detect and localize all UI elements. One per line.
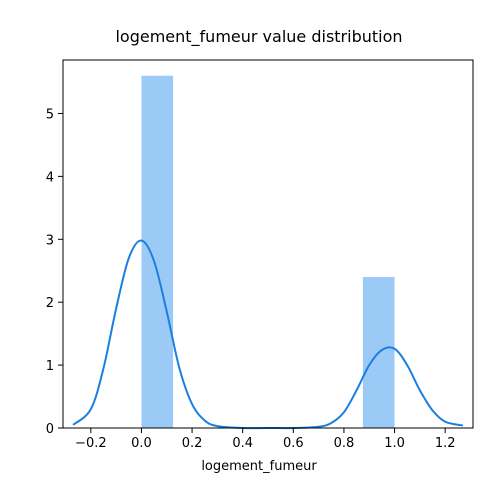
kde-curve: [72, 239, 464, 430]
histogram-bars: [141, 75, 395, 428]
x-tick-label: 0.2: [182, 436, 203, 451]
x-tick-label: 0.6: [283, 436, 304, 451]
x-axis-label: logement_fumeur: [201, 459, 317, 474]
y-tick-label: 4: [46, 170, 54, 185]
x-tick-label: 0.8: [334, 436, 355, 451]
axes-frame: [62, 59, 474, 429]
x-tick-label: 0.4: [232, 436, 253, 451]
histogram-bar-0: [141, 75, 174, 428]
x-ticks: −0.2 0.0 0.2 0.4 0.6 0.8 1.0 1.2: [75, 428, 456, 451]
y-ticks: 0 1 2 3 4 5: [46, 107, 63, 437]
chart-title: logement_fumeur value distribution: [115, 27, 402, 47]
x-tick-label: 0.0: [131, 436, 152, 451]
y-tick-label: 1: [46, 359, 54, 374]
x-tick-label: 1.0: [384, 436, 405, 451]
y-tick-label: 3: [46, 233, 54, 248]
y-tick-label: 5: [46, 107, 54, 122]
x-tick-label: −0.2: [75, 436, 107, 451]
y-tick-label: 0: [46, 422, 54, 437]
plot-border: [62, 59, 474, 429]
x-tick-label: 1.2: [435, 436, 456, 451]
y-tick-label: 2: [46, 296, 54, 311]
